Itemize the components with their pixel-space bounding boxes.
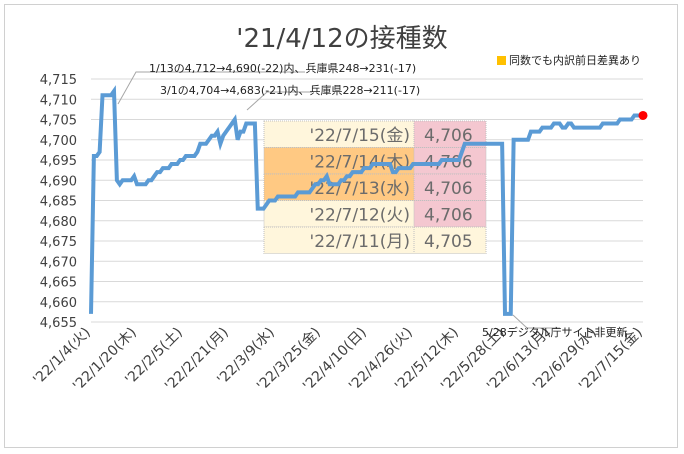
y-tick-label: 4,685 [40, 195, 77, 210]
legend-label: 同数でも内訳前日差異あり [509, 54, 641, 67]
table-date-cell [263, 120, 415, 148]
table-date-cell [263, 147, 415, 175]
table-value-cell [413, 226, 487, 254]
legend: 同数でも内訳前日差異あり [497, 52, 641, 68]
y-tick-label: 4,700 [40, 134, 77, 149]
annotation-text: 5/28デジタル庁サイト非更新 [482, 325, 627, 339]
table-value-text: 4,706 [424, 206, 473, 226]
table-value-cell [413, 173, 487, 201]
y-tick-label: 4,715 [40, 73, 77, 88]
annotation-leader [117, 71, 305, 105]
table-date-text: '22/7/15(金) [310, 126, 410, 146]
y-tick-label: 4,675 [40, 235, 77, 250]
y-tick-label: 4,705 [40, 114, 77, 129]
annotation-leader [246, 91, 312, 111]
table-date-text: '22/7/12(火) [310, 206, 410, 226]
series-line [89, 85, 643, 316]
table-value-cell [413, 200, 487, 228]
table-date-cell [263, 200, 415, 228]
y-tick-label: 4,710 [40, 93, 77, 108]
legend-swatch [497, 55, 506, 65]
y-tick-label: 4,655 [40, 316, 77, 331]
table-value-text: 4,706 [424, 126, 473, 146]
table-date-text: '22/7/14(木) [310, 153, 410, 173]
table-value-text: 4,706 [424, 179, 473, 199]
chart-title: '21/4/12の接種数 [236, 24, 448, 54]
table-date-cell [263, 226, 415, 254]
y-tick-label: 4,695 [40, 154, 77, 169]
annotation-leader [512, 314, 560, 329]
table-value-text: 4,705 [424, 232, 473, 252]
y-tick-label: 4,690 [40, 174, 77, 189]
table-date-text: '22/7/11(月) [310, 232, 410, 252]
y-tick-label: 4,660 [40, 296, 77, 311]
annotation-text: 3/1の4,704→4,683(-21)内、兵庫県228→211(-17) [160, 83, 420, 97]
y-tick-label: 4,680 [40, 215, 77, 230]
y-tick-label: 4,665 [40, 276, 77, 291]
y-tick-label: 4,670 [40, 255, 77, 270]
last-point-marker [638, 110, 648, 120]
annotation-text: 1/13の4,712→4,690(-22)内、兵庫県248→231(-17) [149, 61, 416, 75]
